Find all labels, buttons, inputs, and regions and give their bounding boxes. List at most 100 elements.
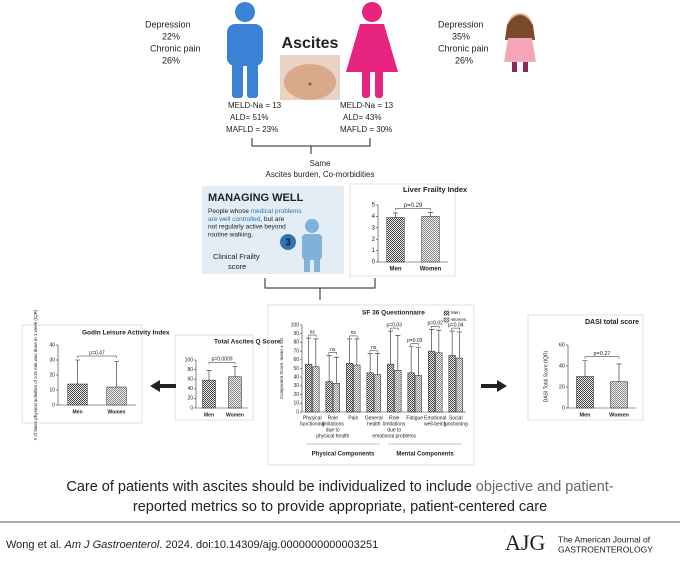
error-bar: [415, 347, 421, 376]
error-bar: [75, 359, 80, 384]
y-tick-label: 40: [49, 342, 55, 348]
x-tick-label: Men: [390, 267, 402, 273]
score: MAFLD = 23%: [226, 125, 278, 134]
p-bracket: [431, 326, 440, 329]
bar: [373, 374, 381, 413]
chart-frame: [349, 183, 456, 277]
x-tick-label: Role: [328, 415, 339, 421]
x-tick-label: Women: [108, 409, 126, 415]
error-bar: [367, 353, 373, 373]
legend-swatch: [443, 317, 450, 323]
bar: [448, 355, 456, 413]
error-bar: [333, 356, 339, 384]
stat: 26%: [162, 55, 180, 65]
man-icon: [227, 2, 263, 98]
bar: [394, 369, 402, 413]
chart-title: SF 36 Questionnaire: [362, 310, 425, 317]
bar: [576, 376, 594, 409]
y-tick-label: 70: [293, 348, 299, 354]
p-value: p=0.0009: [212, 357, 233, 363]
score: MELD-Na = 13: [340, 101, 394, 110]
managing-title: MANAGING WELL: [208, 192, 304, 204]
p-value: p=0.47: [89, 350, 105, 356]
bar: [421, 216, 440, 263]
bar: [106, 386, 127, 406]
error-bar: [114, 361, 119, 387]
p-bracket: [395, 208, 431, 211]
p-bracket: [410, 343, 419, 346]
y-tick-label: 40: [559, 363, 565, 369]
error-bar: [313, 338, 319, 367]
p-bracket: [208, 361, 236, 365]
legend-label: Women: [451, 317, 467, 322]
chart-frame: [21, 324, 143, 424]
x-tick-label: Men: [204, 412, 214, 418]
p-bracket: [369, 350, 378, 353]
error-bar: [408, 346, 414, 373]
bar: [387, 363, 395, 413]
managing-caption: Clinical Frailty: [213, 252, 260, 261]
stat: 26%: [455, 55, 473, 65]
y-axis-label: Component Score, mean ± SD: [279, 337, 284, 399]
bar: [305, 363, 313, 413]
p-bracket: [349, 335, 358, 338]
bar: [366, 372, 374, 413]
chart-frame: [527, 314, 644, 421]
x-tick-label: Emotional: [424, 415, 446, 421]
stat: 22%: [162, 31, 180, 41]
error-bar: [449, 330, 455, 356]
x-tick-label: Role: [389, 415, 400, 421]
managing-text: routine walking.: [208, 232, 253, 239]
x-tick-label: health: [367, 421, 381, 427]
y-tick-label: 20: [187, 396, 193, 402]
y-tick-label: 40: [187, 386, 193, 392]
x-tick-label: Women: [226, 412, 244, 418]
chart-frame: [174, 334, 254, 421]
x-tick-label: General: [365, 415, 383, 421]
error-bar: [582, 360, 588, 377]
x-tick-label: emotional problems: [372, 433, 416, 439]
p-value: p=0.03: [407, 338, 423, 344]
y-tick-label: 20: [293, 392, 299, 398]
bracket: [251, 138, 371, 154]
x-tick-label: Men: [73, 409, 83, 415]
score: ALD= 51%: [230, 113, 268, 122]
x-tick-label: Women: [420, 267, 442, 273]
x-tick-label: physical health: [316, 433, 349, 439]
y-tick-label: 20: [49, 372, 55, 378]
p-bracket: [308, 334, 317, 338]
woman-icon: [346, 2, 398, 98]
y-tick-label: 60: [187, 377, 193, 383]
y-tick-label: 0: [52, 402, 55, 408]
bar: [67, 383, 88, 406]
bar: [414, 375, 422, 413]
y-tick-label: 50: [293, 366, 299, 372]
bar: [332, 383, 340, 413]
y-tick-label: 100: [291, 322, 300, 328]
x-tick-label: Women: [609, 412, 629, 418]
x-tick-label: functioning: [444, 421, 468, 427]
error-bar: [393, 212, 398, 218]
error-bar: [616, 363, 622, 382]
bar: [386, 217, 405, 263]
error-bar: [347, 338, 353, 364]
arrow: [481, 380, 507, 392]
chart-title: Godin Leisure Activity Index: [82, 330, 170, 337]
p-bracket: [328, 352, 337, 355]
belly-photo: [280, 55, 340, 100]
center-title: Ascites: [282, 35, 339, 52]
error-bar: [436, 329, 442, 353]
managing-text: not regularly active beyond: [208, 224, 286, 231]
x-tick-label: due to: [387, 427, 401, 433]
y-tick-label: 3: [372, 225, 376, 231]
bar: [228, 376, 242, 409]
bar: [455, 357, 463, 413]
chart-title: DASI total score: [585, 319, 639, 326]
error-bar: [428, 212, 433, 217]
y-axis-label: # of times physical activities of ≥15 mi…: [33, 309, 38, 440]
x-tick-label: Social: [449, 415, 463, 421]
same: Same: [310, 159, 331, 168]
score: MAFLD = 30%: [340, 125, 392, 134]
stat: Chronic pain: [438, 43, 489, 53]
bar: [353, 364, 361, 413]
